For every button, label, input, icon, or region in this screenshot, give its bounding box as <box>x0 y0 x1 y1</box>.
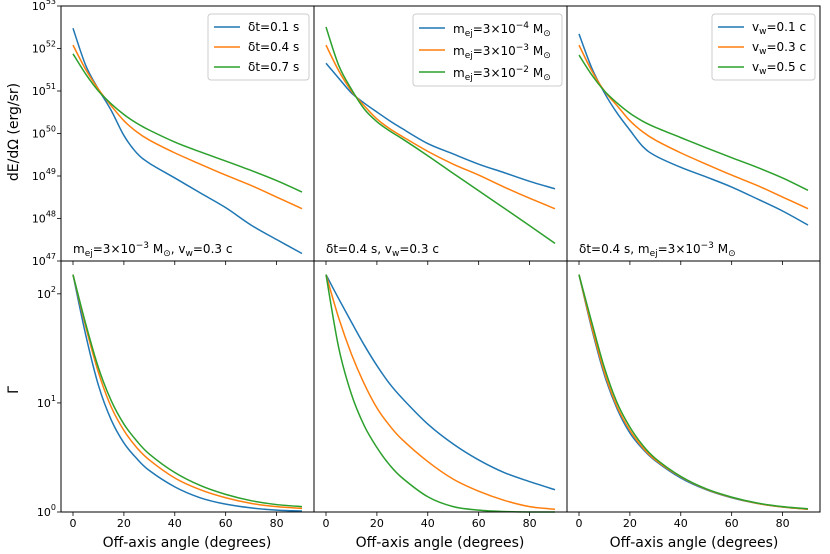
panel-top-left: δt=0.1 s δt=0.4 s δt=0.7 s mej=3×10−3 M⊙… <box>60 5 315 265</box>
series-line-0 <box>578 33 809 226</box>
axes-frame <box>313 260 568 513</box>
series-line-1 <box>72 44 303 210</box>
series-line-2 <box>72 53 303 193</box>
series-line-0 <box>325 274 556 491</box>
series-line-1 <box>325 44 556 210</box>
tick-marks <box>578 261 783 265</box>
x-tick-label: 40 <box>674 517 688 530</box>
x-tick-label: 80 <box>523 517 537 530</box>
legend-label-2: δt=0.7 s <box>248 60 299 74</box>
y-ticks-top: 1047 1048 1049 1050 1051 1052 1053 <box>32 0 61 268</box>
ylabel-top: dE/dΩ (erg/sr) <box>6 83 22 181</box>
y-tick-label: 1047 <box>32 252 56 268</box>
x-tick-label: 60 <box>725 517 739 530</box>
x-tick-label: 60 <box>219 517 233 530</box>
x-tick-label: 40 <box>421 517 435 530</box>
legend: mej=3×10−4 M⊙ mej=3×10−3 M⊙ mej=3×10−2 M… <box>412 13 563 87</box>
tick-marks <box>578 512 783 516</box>
x-tick-label: 20 <box>623 517 637 530</box>
panel-bottom-middle <box>313 260 568 516</box>
legend-label-1: vw=0.3 c <box>752 40 806 57</box>
series-line-2 <box>325 26 556 244</box>
y-tick-label: 1053 <box>32 0 56 13</box>
legend-label-0: vw=0.1 c <box>752 20 806 37</box>
panel-bottom-right <box>566 260 821 516</box>
series-line-0 <box>72 274 303 512</box>
tick-marks <box>325 261 530 265</box>
x-tick-label: 20 <box>117 517 131 530</box>
y-ticks-bottom: 100 101 102 <box>37 285 61 519</box>
series-line-1 <box>72 274 303 510</box>
axes-frame <box>566 260 821 513</box>
x-tick-label: 80 <box>776 517 790 530</box>
x-tick-label: 0 <box>576 517 583 530</box>
legend-box <box>711 13 816 81</box>
x-tick-label: 20 <box>370 517 384 530</box>
series-line-2 <box>72 274 303 508</box>
legend-box <box>207 13 310 81</box>
x-tick-label: 60 <box>472 517 486 530</box>
legend-label-1: δt=0.4 s <box>248 40 299 54</box>
panel-top-middle: mej=3×10−4 M⊙ mej=3×10−3 M⊙ mej=3×10−2 M… <box>313 5 568 265</box>
series-line-2 <box>578 274 809 510</box>
y-tick-label: 1052 <box>32 40 56 56</box>
series-line-2 <box>325 274 556 513</box>
x-tick-label: 40 <box>168 517 182 530</box>
legend-label-0: δt=0.1 s <box>248 20 299 34</box>
y-tick-label: 1049 <box>32 167 56 183</box>
ylabel-bottom: Γ <box>6 386 22 394</box>
y-tick-label: 1050 <box>32 125 56 141</box>
tick-marks <box>72 512 277 516</box>
x-tick-label: 0 <box>323 517 330 530</box>
tick-marks <box>325 512 530 516</box>
legend: δt=0.1 s δt=0.4 s δt=0.7 s <box>207 13 310 81</box>
annotation: δt=0.4 s, vw=0.3 c <box>326 242 439 259</box>
annotation: mej=3×10−3 M⊙, vw=0.3 c <box>73 241 232 259</box>
xlabel-middle: Off-axis angle (degrees) <box>356 535 525 551</box>
legend-label-2: vw=0.5 c <box>752 60 806 77</box>
y-tick-label: 101 <box>37 394 56 410</box>
legend-label-2: mej=3×10−2 M⊙ <box>453 65 551 83</box>
x-ticks: 0 20 40 60 80 0 20 40 60 80 0 20 40 60 80 <box>70 517 790 530</box>
y-tick-label: 102 <box>37 285 56 301</box>
series-line-1 <box>325 274 556 510</box>
annotation: δt=0.4 s, mej=3×10−3 M⊙ <box>579 241 736 259</box>
y-tick-label: 1051 <box>32 82 56 98</box>
y-tick-label: 1048 <box>32 210 56 226</box>
series-line-2 <box>578 54 809 192</box>
panel-top-right: vw=0.1 c vw=0.3 c vw=0.5 c δt=0.4 s, mej… <box>566 5 821 265</box>
y-tick-label: 100 <box>37 503 56 519</box>
tick-marks <box>72 261 277 265</box>
series-line-0 <box>325 62 556 190</box>
xlabel-left: Off-axis angle (degrees) <box>103 535 272 551</box>
panel-bottom-left <box>60 260 315 516</box>
x-tick-label: 80 <box>270 517 284 530</box>
legend: vw=0.1 c vw=0.3 c vw=0.5 c <box>711 13 816 81</box>
legend-box <box>412 13 563 87</box>
xlabel-right: Off-axis angle (degrees) <box>610 535 779 551</box>
x-tick-label: 0 <box>70 517 77 530</box>
